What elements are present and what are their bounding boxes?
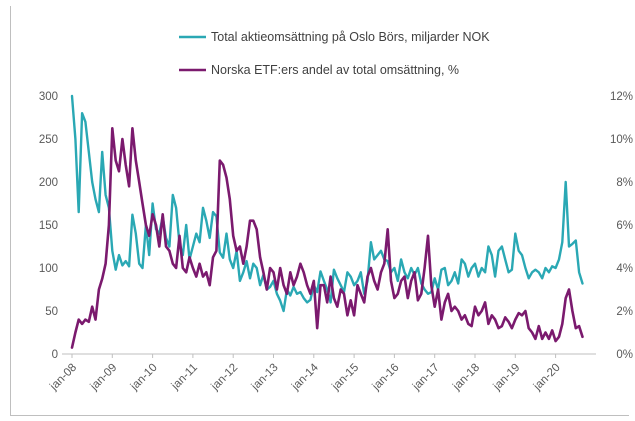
y-right-tick-label: 8% [616,177,633,189]
x-tick-label: jan-11 [169,362,200,393]
chart-frame [10,6,629,416]
x-tick-label: jan-10 [128,362,160,394]
series-line-turnover [70,94,584,313]
x-tick-label: jan-15 [329,362,361,394]
x-tick-label: jan-09 [88,362,120,394]
y-right-tick-label: 6% [616,220,633,232]
x-tick-label: jan-13 [249,362,281,394]
legend-label-turnover: Total aktieomsättning på Oslo Börs, milj… [211,30,490,44]
x-tick-label: jan-14 [289,361,321,393]
y-left-tick-label: 150 [39,220,58,232]
series-line-etf-share [70,127,584,349]
legend-label-etf-share: Norska ETF:ers andel av total omsättning… [211,63,459,77]
y-right-tick-label: 12% [610,91,633,103]
y-left-tick-label: 200 [39,177,58,189]
x-tick-label: jan-16 [370,362,402,394]
x-tick-label: jan-18 [450,362,482,394]
y-right-tick-label: 2% [616,306,633,318]
y-left-tick-label: 300 [39,91,58,103]
x-tick-label: jan-12 [209,362,241,394]
x-tick-label: jan-08 [47,362,79,394]
axes: 0 50 100 150 200 250 300 0% 2% 4% 6% 8% 10% 12% jan-08… [39,91,633,393]
legend: Total aktieomsättning på Oslo Börs, milj… [179,30,490,77]
y-right-tick-label: 0% [616,349,633,361]
x-tick-label: jan-20 [531,362,563,394]
y-left-tick-label: 0 [52,349,58,361]
y-left-tick-label: 100 [39,263,58,275]
x-tick-label: jan-17 [410,362,442,394]
y-right-tick-label: 10% [610,134,633,146]
y-left-tick-label: 250 [39,134,58,146]
plot-area [70,94,584,349]
x-tick-label: jan-19 [491,362,523,394]
y-left-tick-label: 50 [45,306,58,318]
y-right-tick-label: 4% [616,263,633,275]
